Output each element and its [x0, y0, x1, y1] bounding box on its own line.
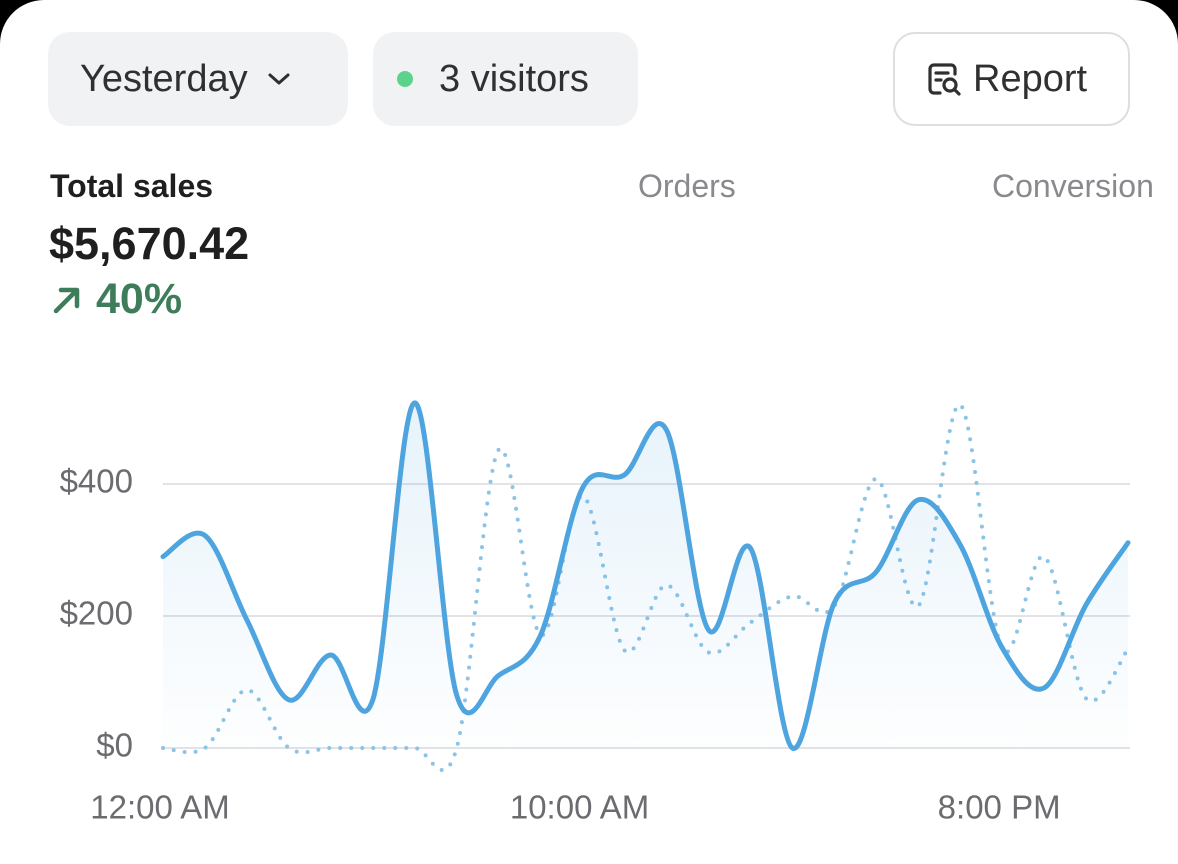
tab-total-sales[interactable]: Total sales — [50, 168, 214, 204]
series-area — [163, 402, 1128, 749]
date-filter[interactable]: Yesterday — [48, 32, 348, 126]
arrow-up-icon — [53, 287, 80, 313]
report-button[interactable]: Report — [893, 32, 1130, 126]
report-label: Report — [973, 57, 1088, 100]
sales-change: 40% — [50, 275, 182, 324]
chevron-icon — [268, 73, 290, 85]
sales-value: $5,670.42 — [49, 218, 250, 269]
tab-orders[interactable]: Orders — [638, 168, 736, 204]
visitors-label: 3 visitors — [439, 57, 589, 100]
x-tick-label: 8:00 PM — [938, 789, 1061, 826]
sales-change-label: 40% — [96, 275, 183, 323]
y-tick-label: $400 — [60, 463, 133, 500]
x-tick-label: 12:00 AM — [90, 789, 229, 826]
y-tick-label: $200 — [60, 595, 133, 632]
x-tick-label: 10:00 AM — [510, 789, 649, 826]
date-filter-label: Yesterday — [80, 57, 248, 100]
report-icon — [928, 63, 961, 96]
y-tick-label: $0 — [96, 727, 133, 764]
visitors-badge[interactable]: 3 visitors — [373, 32, 638, 126]
sales-line — [160, 400, 1131, 751]
tab-conversion[interactable]: Conversion — [992, 168, 1154, 204]
live-dot — [397, 71, 413, 87]
